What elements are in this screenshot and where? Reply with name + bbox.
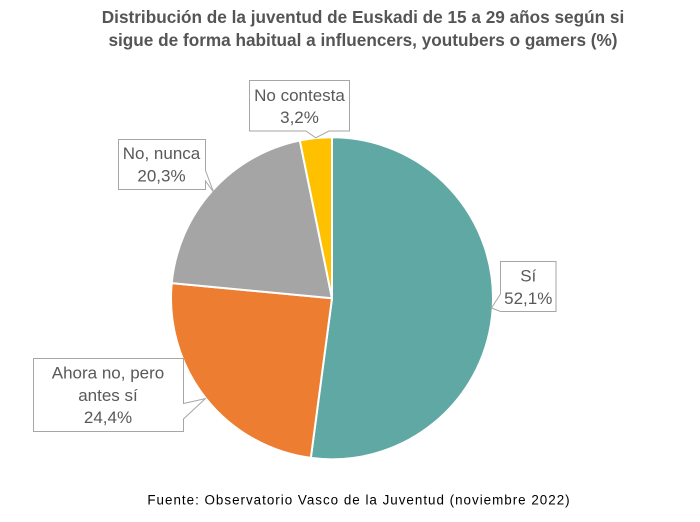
svg-text:Sí: Sí [520, 267, 536, 286]
svg-text:No contesta: No contesta [254, 86, 345, 105]
svg-text:24,4%: 24,4% [84, 408, 132, 427]
svg-text:No, nunca: No, nunca [123, 144, 201, 163]
svg-text:sigue de forma habitual a infl: sigue de forma habitual a influencers, y… [108, 30, 617, 50]
svg-text:20,3%: 20,3% [137, 166, 185, 185]
svg-text:Distribución de la juventud de: Distribución de la juventud de Euskadi d… [102, 7, 624, 27]
svg-text:52,1%: 52,1% [504, 289, 552, 308]
svg-text:Ahora no, pero: Ahora no, pero [52, 363, 164, 382]
svg-text:Fuente: Observatorio Vasco de: Fuente: Observatorio Vasco de la Juventu… [147, 493, 570, 508]
svg-text:3,2%: 3,2% [280, 108, 319, 127]
svg-text:antes sí: antes sí [78, 386, 138, 405]
